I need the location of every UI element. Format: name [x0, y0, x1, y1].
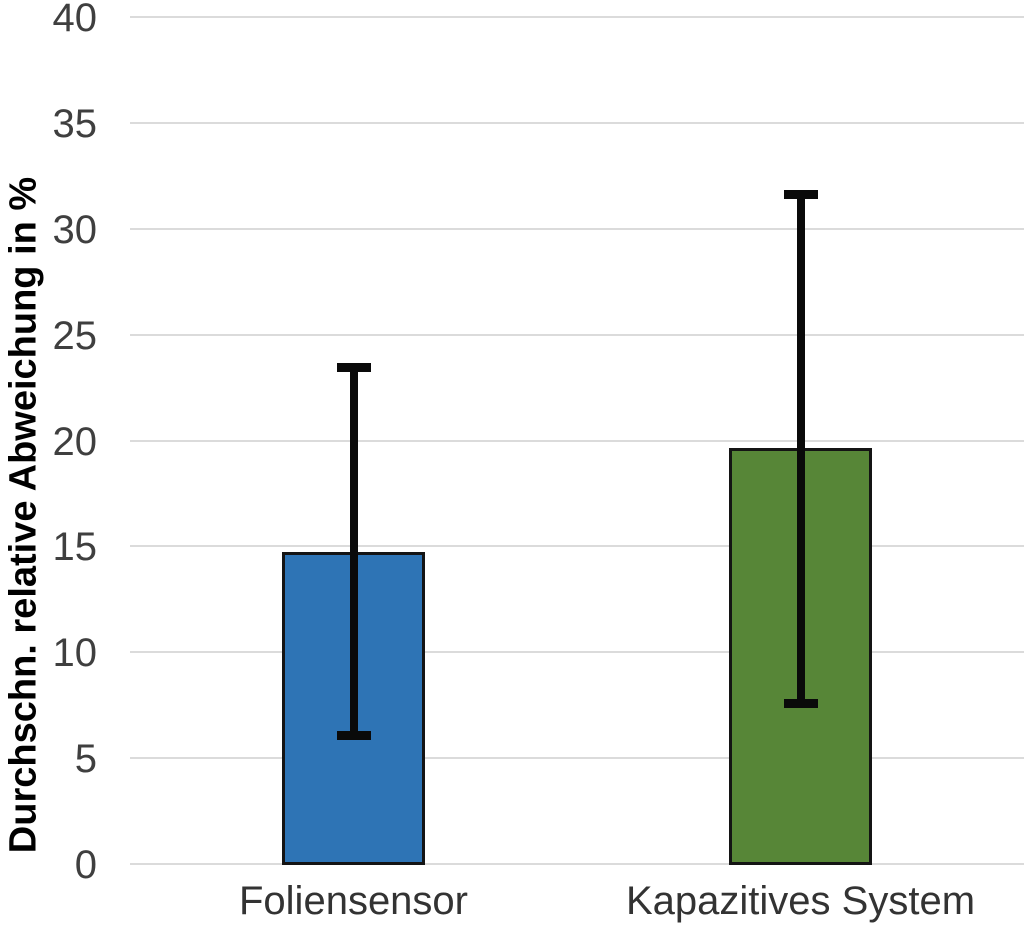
error-bar-foliensensor — [336, 363, 371, 741]
gridline-0 — [130, 863, 1024, 865]
y-tick-label-40: 40 — [52, 0, 98, 40]
y-tick-label-10: 10 — [52, 631, 98, 676]
error-bar-upper-cap — [783, 189, 818, 199]
gridline-30 — [130, 227, 1024, 230]
y-tick-label-15: 15 — [52, 525, 98, 570]
gridline-40 — [130, 16, 1024, 18]
gridline-20 — [130, 439, 1024, 442]
y-tick-label-25: 25 — [52, 313, 98, 358]
gridline-25 — [130, 333, 1024, 336]
y-tick-label-5: 5 — [74, 737, 97, 782]
gridline-35 — [130, 121, 1024, 124]
x-axis-label-foliensensor: Foliensensor — [238, 879, 469, 923]
y-tick-label-30: 30 — [52, 207, 98, 252]
error-bar-lower-cap — [783, 699, 818, 709]
plot-area — [130, 16, 1024, 865]
error-bar-line — [349, 363, 358, 741]
x-axis-labels: Foliensensor Kapazitives System — [130, 865, 1024, 936]
y-tick-label-0: 0 — [74, 843, 97, 887]
x-axis-label-kapazitives-system: Kapazitives System — [625, 879, 976, 923]
gridline-5 — [130, 757, 1024, 760]
error-bar-kapazitives-system — [783, 189, 818, 709]
y-tick-label-35: 35 — [52, 101, 98, 146]
gridline-15 — [130, 545, 1024, 548]
error-bar-lower-cap — [336, 731, 371, 741]
error-bar-line — [796, 189, 805, 709]
error-bar-upper-cap — [336, 363, 371, 373]
gridline-10 — [130, 651, 1024, 654]
y-tick-label-20: 20 — [52, 419, 98, 464]
y-axis-tick-labels: 0 5 10 15 20 25 30 35 40 — [0, 0, 98, 885]
